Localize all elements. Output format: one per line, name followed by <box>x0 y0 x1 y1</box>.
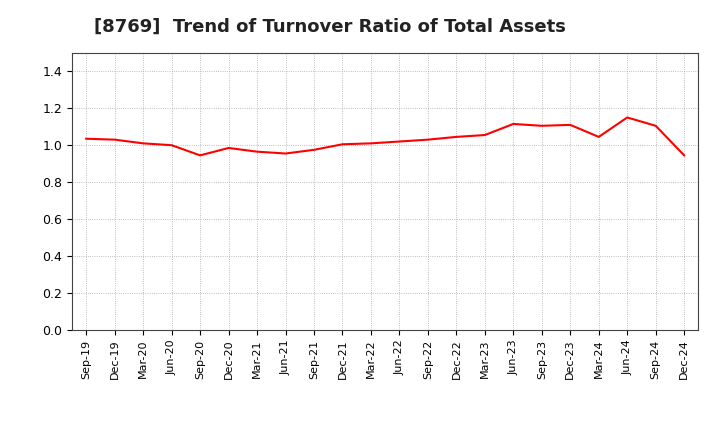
Text: [8769]  Trend of Turnover Ratio of Total Assets: [8769] Trend of Turnover Ratio of Total … <box>94 18 565 36</box>
